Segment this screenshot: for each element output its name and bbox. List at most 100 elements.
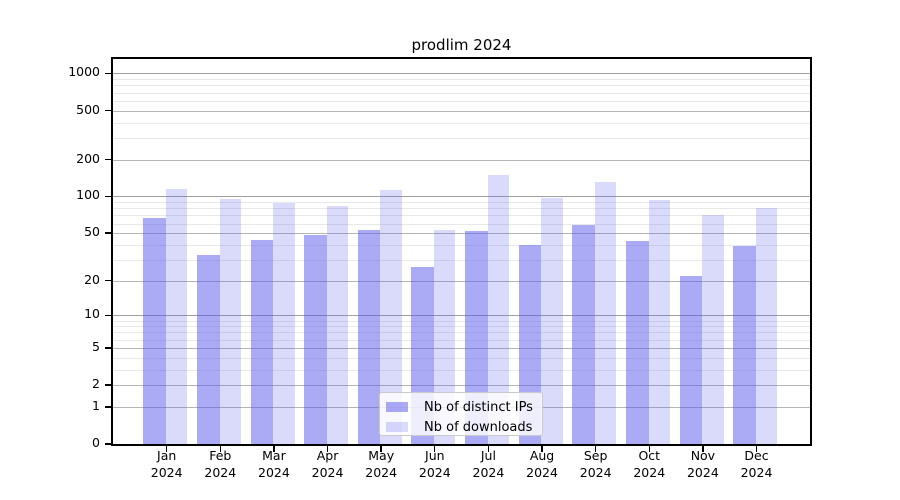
x-tick-label: Sep 2024 [568,448,624,481]
y-gridline-minor [113,79,810,81]
y-tick-mark [105,109,113,112]
x-tick-label: Mar 2024 [246,448,302,481]
y-gridline-major [113,385,810,387]
bar-downloads-jul [487,175,510,444]
x-tick-mark [541,445,543,452]
bar-downloads-apr [326,205,349,444]
y-gridline-minor [113,320,810,322]
x-tick-year: 2024 [204,464,237,480]
x-tick-year: 2024 [365,464,398,480]
y-gridline-minor [113,326,810,328]
y-gridline-minor [113,223,810,225]
bar-ips-nov [679,275,703,444]
x-tick-month: Sep [583,448,608,463]
x-tick-mark [434,445,436,452]
y-tick-label: 1000 [68,64,100,80]
legend-swatch-downloads [386,422,408,432]
bar-ips-apr [304,235,327,444]
bar-downloads-dec [755,208,778,444]
bar-downloads-aug [541,197,563,444]
bar-downloads-sep [594,181,617,444]
x-tick-month: Jun [425,448,445,463]
y-tick-mark [105,406,113,408]
x-tick-label: Oct 2024 [621,448,677,481]
y-tick-label: 1 [92,397,100,413]
x-tick-mark [487,445,490,452]
y-gridline-minor [113,244,810,246]
y-gridline-major [113,196,810,198]
bar-ips-dec [733,246,756,444]
x-tick-month: Dec [744,448,769,463]
x-tick-month: Nov [690,448,716,463]
x-tick-year: 2024 [258,464,290,480]
bar-ips-oct [625,241,649,444]
y-tick-mark [105,384,113,386]
x-tick-mark [594,445,597,452]
y-tick-label: 0 [92,435,100,450]
y-tick-label: 500 [76,101,100,117]
y-gridline-minor [113,122,810,124]
y-gridline-major [113,110,810,112]
y-gridline-major [113,347,810,349]
legend-label-ips: Nb of distinct IPs [424,399,533,415]
y-tick-mark [105,72,113,75]
x-tick-label: May 2024 [353,448,409,481]
x-tick-mark [326,445,329,452]
x-tick-year: 2024 [311,464,344,480]
y-tick-mark [105,195,113,198]
y-tick-label: 200 [76,150,100,166]
y-tick-label: 5 [92,338,100,354]
x-tick-label: Aug 2024 [514,448,570,481]
y-tick-mark [105,347,113,349]
y-gridline-minor [113,357,810,359]
bar-downloads-jan [166,188,188,444]
x-tick-label: Jan 2024 [139,448,195,481]
y-gridline-major [113,73,810,75]
y-gridline-minor [113,339,810,341]
x-tick-year: 2024 [579,464,612,480]
bar-downloads-may [380,190,402,444]
chart-title: prodlim 2024 [411,36,512,54]
y-tick-mark [105,443,113,445]
x-tick-mark [380,445,382,452]
legend-label-downloads: Nb of downloads [424,419,533,435]
bar-downloads-mar [273,202,295,444]
y-tick-label: 10 [84,306,100,322]
x-tick-month: Aug [529,448,555,463]
x-tick-month: Oct [638,448,661,463]
x-tick-label: Apr 2024 [300,448,356,481]
x-tick-year: 2024 [526,464,558,480]
y-gridline-major [113,233,810,235]
x-tick-month: Jan [157,448,177,463]
bar-ips-may [357,230,381,444]
bar-ips-jan [143,217,166,444]
y-gridline-minor [113,208,810,210]
x-tick-mark [702,445,704,452]
bar-ips-jul [465,231,488,444]
x-tick-year: 2024 [150,464,183,480]
y-gridline-minor [113,100,810,102]
bar-ips-sep [572,225,595,444]
x-tick-month: May [368,448,395,463]
x-tick-year: 2024 [472,464,505,480]
x-tick-label: Nov 2024 [675,448,731,481]
y-gridline-minor [113,215,810,217]
bar-downloads-oct [648,200,670,444]
y-gridline-major [113,315,810,317]
x-tick-year: 2024 [686,464,719,480]
y-gridline-minor [113,92,810,94]
bar-downloads-jun [434,230,456,444]
x-tick-mark [166,445,168,452]
y-gridline-major [113,159,810,161]
y-gridline-minor [113,202,810,204]
x-tick-label: Dec 2024 [729,448,785,481]
x-tick-label: Jun 2024 [407,448,463,481]
y-tick-mark [105,314,113,317]
x-tick-mark [755,445,758,452]
plot-area [113,59,810,444]
y-tick-label: 50 [84,224,100,240]
y-gridline-minor [113,332,810,334]
legend-item-downloads: Nb of downloads [386,419,542,435]
bar-ips-feb [196,254,220,444]
